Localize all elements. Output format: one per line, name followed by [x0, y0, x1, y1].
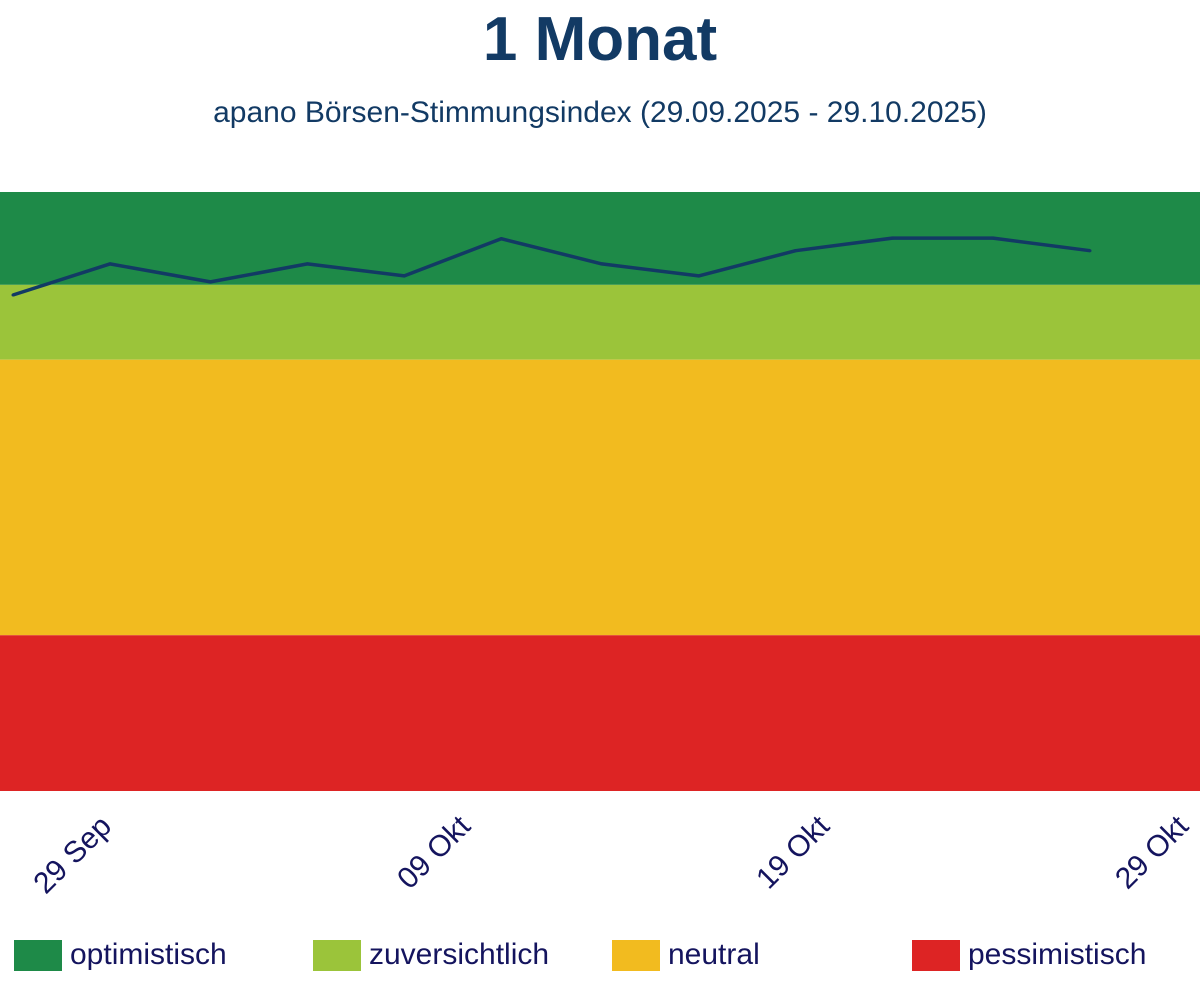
- data-point: [499, 237, 503, 241]
- legend-label-pessimistisch: pessimistisch: [968, 938, 1147, 971]
- legend-item-neutral: neutral: [612, 935, 760, 975]
- legend-swatch-optimistisch: [14, 939, 62, 971]
- legend-label-neutral: neutral: [668, 938, 760, 971]
- legend-item-optimistisch: optimistisch: [14, 935, 227, 975]
- data-point: [402, 274, 406, 278]
- band-optimistisch: [0, 192, 1200, 285]
- data-point: [11, 293, 15, 297]
- band-neutral: [0, 359, 1200, 636]
- chart-subtitle: apano Börsen-Stimmungsindex (29.09.2025 …: [213, 96, 987, 129]
- data-point: [891, 236, 895, 240]
- band-zuversichtlich: [0, 284, 1200, 360]
- sentiment-bands: [0, 192, 1200, 791]
- data-point: [305, 262, 309, 266]
- legend-label-optimistisch: optimistisch: [70, 938, 227, 971]
- legend-swatch-neutral: [612, 939, 660, 971]
- legend-item-pessimistisch: pessimistisch: [912, 935, 1146, 975]
- x-tick-label: 29 Sep: [27, 810, 118, 901]
- band-pessimistisch: [0, 635, 1200, 791]
- legend-swatch-zuversichtlich: [313, 939, 361, 971]
- chart-svg: 29 Sep 09 Okt 19 Okt 29 Okt: [0, 192, 1200, 900]
- series-line: [12, 236, 1091, 297]
- data-point: [600, 262, 604, 266]
- x-tick-label: 09 Okt: [391, 809, 477, 895]
- data-point: [108, 262, 112, 266]
- legend-item-zuversichtlich: zuversichtlich: [313, 935, 549, 975]
- data-point: [697, 274, 701, 278]
- legend-swatch-pessimistisch: [912, 939, 960, 971]
- chart-title: 1 Monat: [482, 5, 718, 74]
- data-point: [1088, 249, 1092, 253]
- series-group: [11, 236, 1092, 297]
- x-tick-label: 19 Okt: [750, 809, 836, 895]
- data-point: [794, 249, 798, 253]
- data-point: [991, 236, 995, 240]
- x-tick-label: 29 Okt: [1109, 809, 1195, 895]
- data-point: [208, 280, 212, 284]
- x-axis-ticks: 29 Sep 09 Okt 19 Okt 29 Okt: [27, 809, 1195, 900]
- legend-label-zuversichtlich: zuversichtlich: [369, 938, 550, 971]
- legend: optimistisch zuversichtlich neutral pess…: [0, 935, 1200, 975]
